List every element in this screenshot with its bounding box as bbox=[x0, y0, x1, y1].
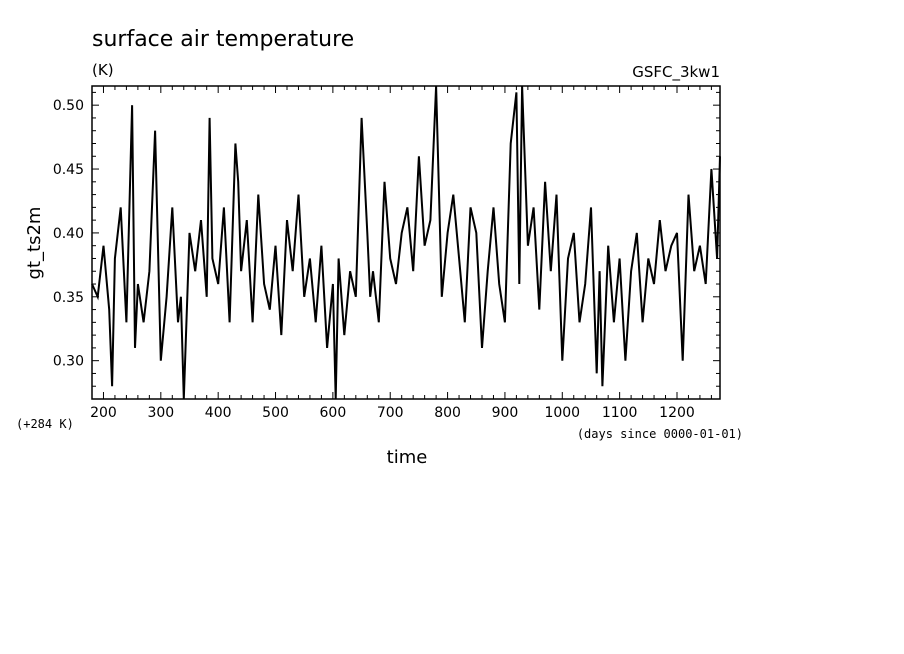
x-tick-label: 900 bbox=[492, 405, 519, 421]
x-axis-title: time bbox=[387, 447, 428, 468]
plot-frame bbox=[91, 85, 721, 400]
series-line-0 bbox=[91, 85, 721, 400]
source-label: GSFC_3kw1 bbox=[632, 63, 720, 82]
y-tick-label: 0.30 bbox=[53, 354, 84, 370]
x-tick-label: 1100 bbox=[602, 405, 638, 421]
x-tick-layer: 200 300 400 500 600 700 800 900 1000 1100 1200 bbox=[90, 86, 712, 421]
y-tick-label: 0.35 bbox=[53, 290, 84, 306]
y-tick-label: 0.50 bbox=[53, 98, 84, 114]
x-tick-label: 200 bbox=[90, 405, 117, 421]
x-tick-label: 400 bbox=[205, 405, 232, 421]
y-tick-label: 0.45 bbox=[53, 162, 84, 178]
x-tick-label: 700 bbox=[377, 405, 404, 421]
y-offset-label: (+284 K) bbox=[16, 417, 74, 431]
x-tick-label: 1000 bbox=[544, 405, 580, 421]
x-tick-label: 600 bbox=[320, 405, 347, 421]
data-line-layer bbox=[91, 85, 721, 400]
x-tick-label: 300 bbox=[147, 405, 174, 421]
x-tick-label: 500 bbox=[262, 405, 289, 421]
plot-area: 200 300 400 500 600 700 800 900 1000 1100 1200 0.3… bbox=[53, 85, 721, 421]
x-units-label: (days since 0000-01-01) bbox=[577, 427, 743, 441]
chart-title: surface air temperature bbox=[92, 27, 354, 52]
y-tick-layer: 0.30 0.35 0.40 0.45 0.50 bbox=[53, 91, 720, 400]
units-label: (K) bbox=[92, 61, 114, 79]
y-axis-title: gt_ts2m bbox=[24, 207, 45, 280]
x-tick-label: 800 bbox=[434, 405, 461, 421]
y-tick-label: 0.40 bbox=[53, 226, 84, 242]
x-tick-label: 1200 bbox=[659, 405, 695, 421]
